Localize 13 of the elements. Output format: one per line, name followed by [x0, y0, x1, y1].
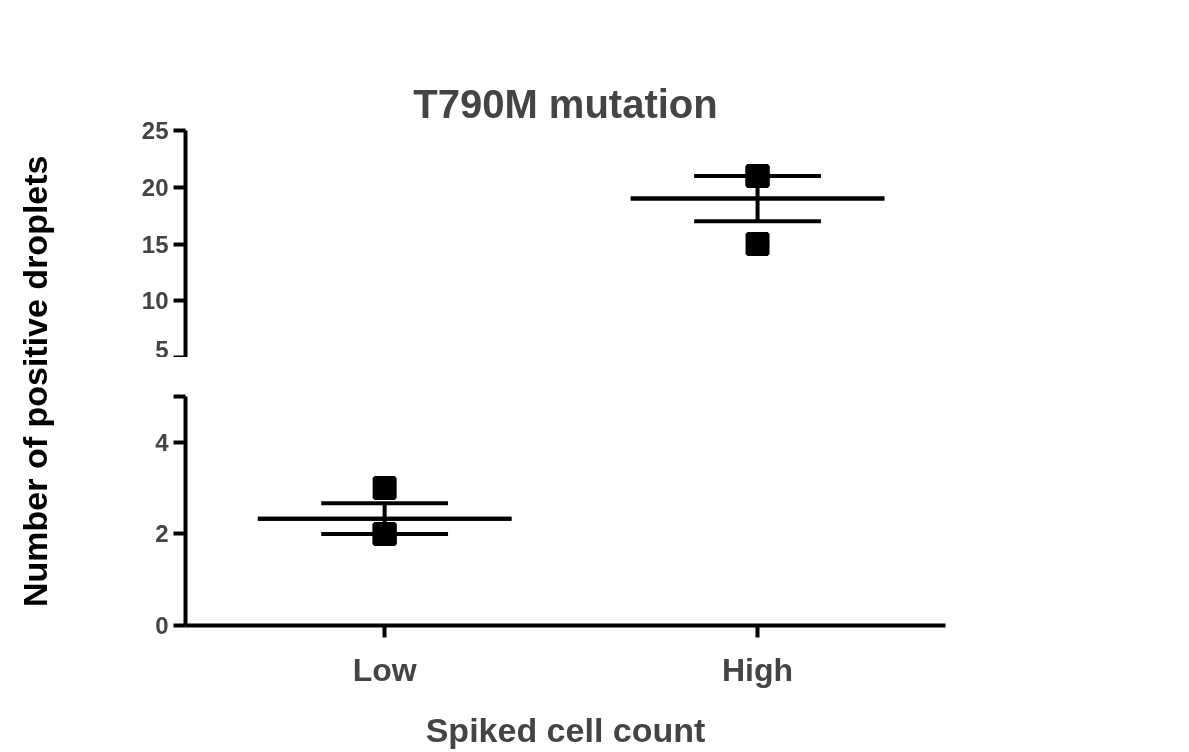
y-tick-label: 20 [141, 173, 169, 201]
y-tick-label: 25 [141, 117, 169, 144]
x-tick-label: Low [352, 651, 417, 688]
y-axis-title: Number of positive droplets [14, 155, 55, 607]
x-tick-label: High [722, 651, 794, 688]
chart-title: T790M mutation [413, 81, 718, 126]
y-tick-label: 5 [155, 335, 169, 363]
x-axis-title: Spiked cell count [425, 710, 706, 749]
y-tick-label: 15 [141, 230, 169, 258]
y-tick-label: 0 [155, 612, 169, 639]
y-tick-label: 4 [155, 428, 170, 456]
y-tick-label: 2 [155, 520, 169, 548]
y-tick-label: 10 [141, 287, 169, 315]
